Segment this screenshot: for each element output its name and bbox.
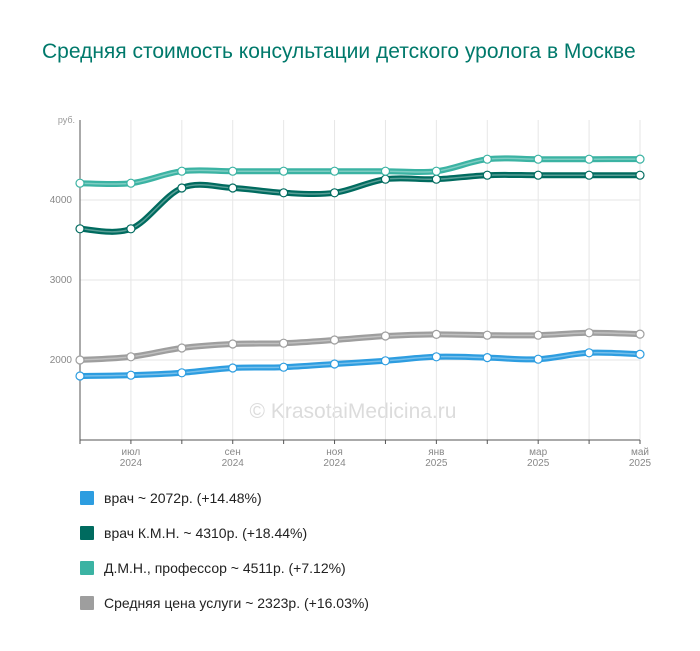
point	[635, 329, 645, 339]
watermark: © KrasotaiMedicina.ru	[250, 400, 457, 423]
point	[279, 362, 289, 372]
legend-label: Д.М.Н., профессор ~ 4511р. (+7.12%)	[104, 560, 346, 576]
legend-label: врач ~ 2072р. (+14.48%)	[104, 490, 262, 506]
point	[482, 330, 492, 340]
point	[279, 338, 289, 348]
point	[75, 371, 85, 381]
point	[228, 183, 238, 193]
point	[228, 363, 238, 373]
point	[533, 154, 543, 164]
point	[482, 170, 492, 180]
point	[380, 331, 391, 341]
point	[584, 328, 594, 338]
series-line	[77, 349, 643, 379]
x-tick-label: ноя 2024	[323, 447, 346, 469]
point	[279, 188, 289, 198]
point	[431, 329, 441, 339]
point	[635, 154, 645, 164]
point	[279, 166, 289, 176]
chart-title: Средняя стоимость консультации детского …	[42, 40, 636, 63]
point	[431, 174, 441, 184]
point	[75, 224, 85, 234]
point	[177, 368, 187, 378]
point	[126, 352, 136, 362]
point	[635, 349, 645, 359]
point	[380, 174, 391, 184]
point	[482, 154, 492, 164]
legend-swatch	[80, 526, 94, 540]
x-tick-label: мар 2025	[527, 447, 550, 469]
y-tick-label: 4000	[50, 195, 73, 206]
point	[533, 330, 543, 340]
point	[228, 339, 238, 349]
point	[533, 170, 543, 180]
legend-swatch	[80, 491, 94, 505]
point	[126, 224, 136, 234]
y-tick-label: 3000	[50, 275, 73, 286]
series-line	[77, 171, 643, 235]
point	[177, 183, 187, 193]
point	[329, 359, 340, 369]
point	[329, 166, 340, 176]
legend-swatch	[80, 561, 94, 575]
legend-label: Средняя цена услуги ~ 2323р. (+16.03%)	[104, 595, 369, 611]
point	[584, 170, 594, 180]
x-tick-label: янв 2025	[425, 447, 448, 469]
point	[177, 343, 187, 353]
point	[177, 166, 187, 176]
y-unit: руб.	[58, 115, 75, 125]
point	[635, 170, 645, 180]
point	[431, 352, 441, 362]
legend-swatch	[80, 596, 94, 610]
point	[126, 178, 136, 188]
point	[75, 355, 85, 365]
point	[380, 166, 391, 176]
point	[431, 166, 441, 176]
x-tick-label: сен 2024	[222, 447, 245, 469]
point	[584, 154, 594, 164]
point	[75, 178, 85, 188]
x-tick-label: июл 2024	[120, 447, 143, 469]
x-tick-label: май 2025	[629, 447, 652, 469]
legend-label: врач К.М.Н. ~ 4310р. (+18.44%)	[104, 525, 307, 541]
y-tick-label: 2000	[50, 355, 73, 366]
point	[533, 354, 543, 364]
point	[482, 353, 492, 363]
point	[329, 335, 340, 345]
point	[380, 356, 391, 366]
point	[126, 370, 136, 380]
point	[584, 348, 594, 358]
point	[329, 188, 340, 198]
point	[228, 166, 238, 176]
